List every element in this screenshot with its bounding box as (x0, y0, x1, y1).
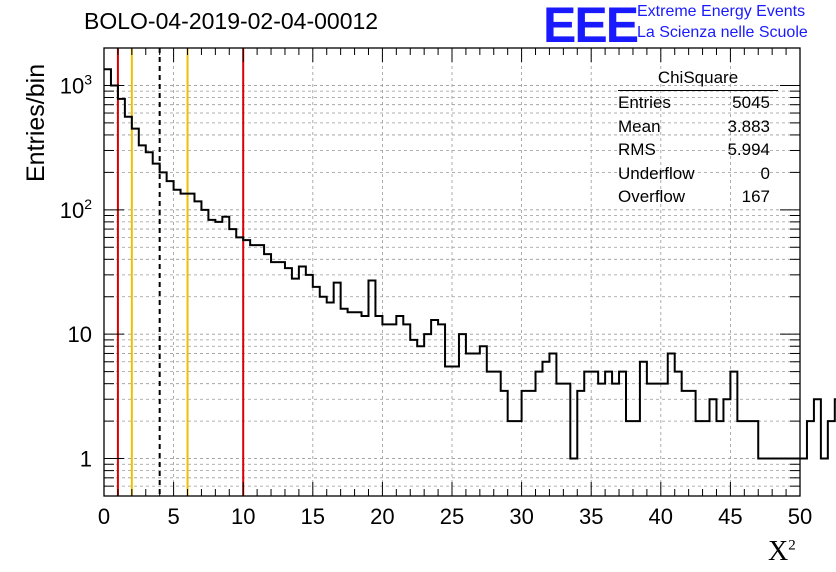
stats-box: ChiSquare Entries 5045 Mean 3.883 RMS 5.994 Un… (614, 68, 778, 209)
stats-label: Overflow (618, 187, 686, 206)
logo-caption-line1: Extreme Energy Events (637, 3, 806, 20)
histogram-line (104, 68, 836, 460)
tick-labels: 0 5 10 15 20 25 30 35 40 45 50 1 10 102 103 (60, 71, 813, 529)
stats-row: Entries 5045 (614, 91, 778, 115)
x-axis-label-base: X (768, 536, 789, 567)
stats-label: Entries (618, 93, 671, 112)
y-tick-label: 10 (68, 322, 92, 347)
grid-lines (104, 48, 800, 496)
stats-row: Overflow 167 (614, 185, 778, 209)
stats-label: Mean (618, 116, 661, 136)
x-tick-label: 15 (301, 504, 325, 529)
stats-value: 0 (760, 163, 770, 183)
y-tick-label: 102 (60, 196, 92, 223)
x-axis-label: X2 (768, 536, 796, 568)
x-tick-label: 20 (370, 504, 394, 529)
stats-title: ChiSquare (618, 68, 778, 91)
axis-ticks (103, 47, 801, 497)
stats-row: Underflow 0 (614, 162, 778, 186)
y-axis-label: Entries/bin (22, 63, 50, 182)
x-tick-label: 10 (231, 504, 255, 529)
stats-label: RMS (618, 140, 656, 159)
stats-value: 5045 (732, 93, 770, 112)
stats-row: Mean 3.883 (614, 115, 778, 139)
stats-label: Underflow (618, 163, 695, 183)
y-tick-label: 1 (80, 447, 92, 472)
chart-title: BOLO-04-2019-02-04-00012 (84, 8, 379, 34)
logo-caption-line2: La Scienza nelle Scuole (637, 24, 808, 41)
stats-value: 5.994 (727, 140, 770, 159)
x-tick-label: 0 (98, 504, 110, 529)
stats-rows: Entries 5045 Mean 3.883 RMS 5.994 Underflow 0 Ov… (614, 91, 778, 209)
stats-value: 167 (741, 187, 770, 206)
histogram-series (104, 68, 836, 460)
x-tick-label: 25 (440, 504, 464, 529)
reference-lines (116, 48, 245, 496)
eee-logo: EEE (543, 0, 639, 53)
y-tick-label: 103 (60, 71, 92, 98)
stats-row: RMS 5.994 (614, 138, 778, 162)
x-axis-label-exponent: 2 (788, 537, 796, 554)
x-tick-label: 5 (167, 504, 179, 529)
x-tick-label: 50 (788, 504, 812, 529)
x-tick-label: 45 (718, 504, 742, 529)
stats-value: 3.883 (727, 116, 770, 136)
x-tick-label: 30 (509, 504, 533, 529)
x-tick-label: 40 (649, 504, 673, 529)
x-tick-label: 35 (579, 504, 603, 529)
